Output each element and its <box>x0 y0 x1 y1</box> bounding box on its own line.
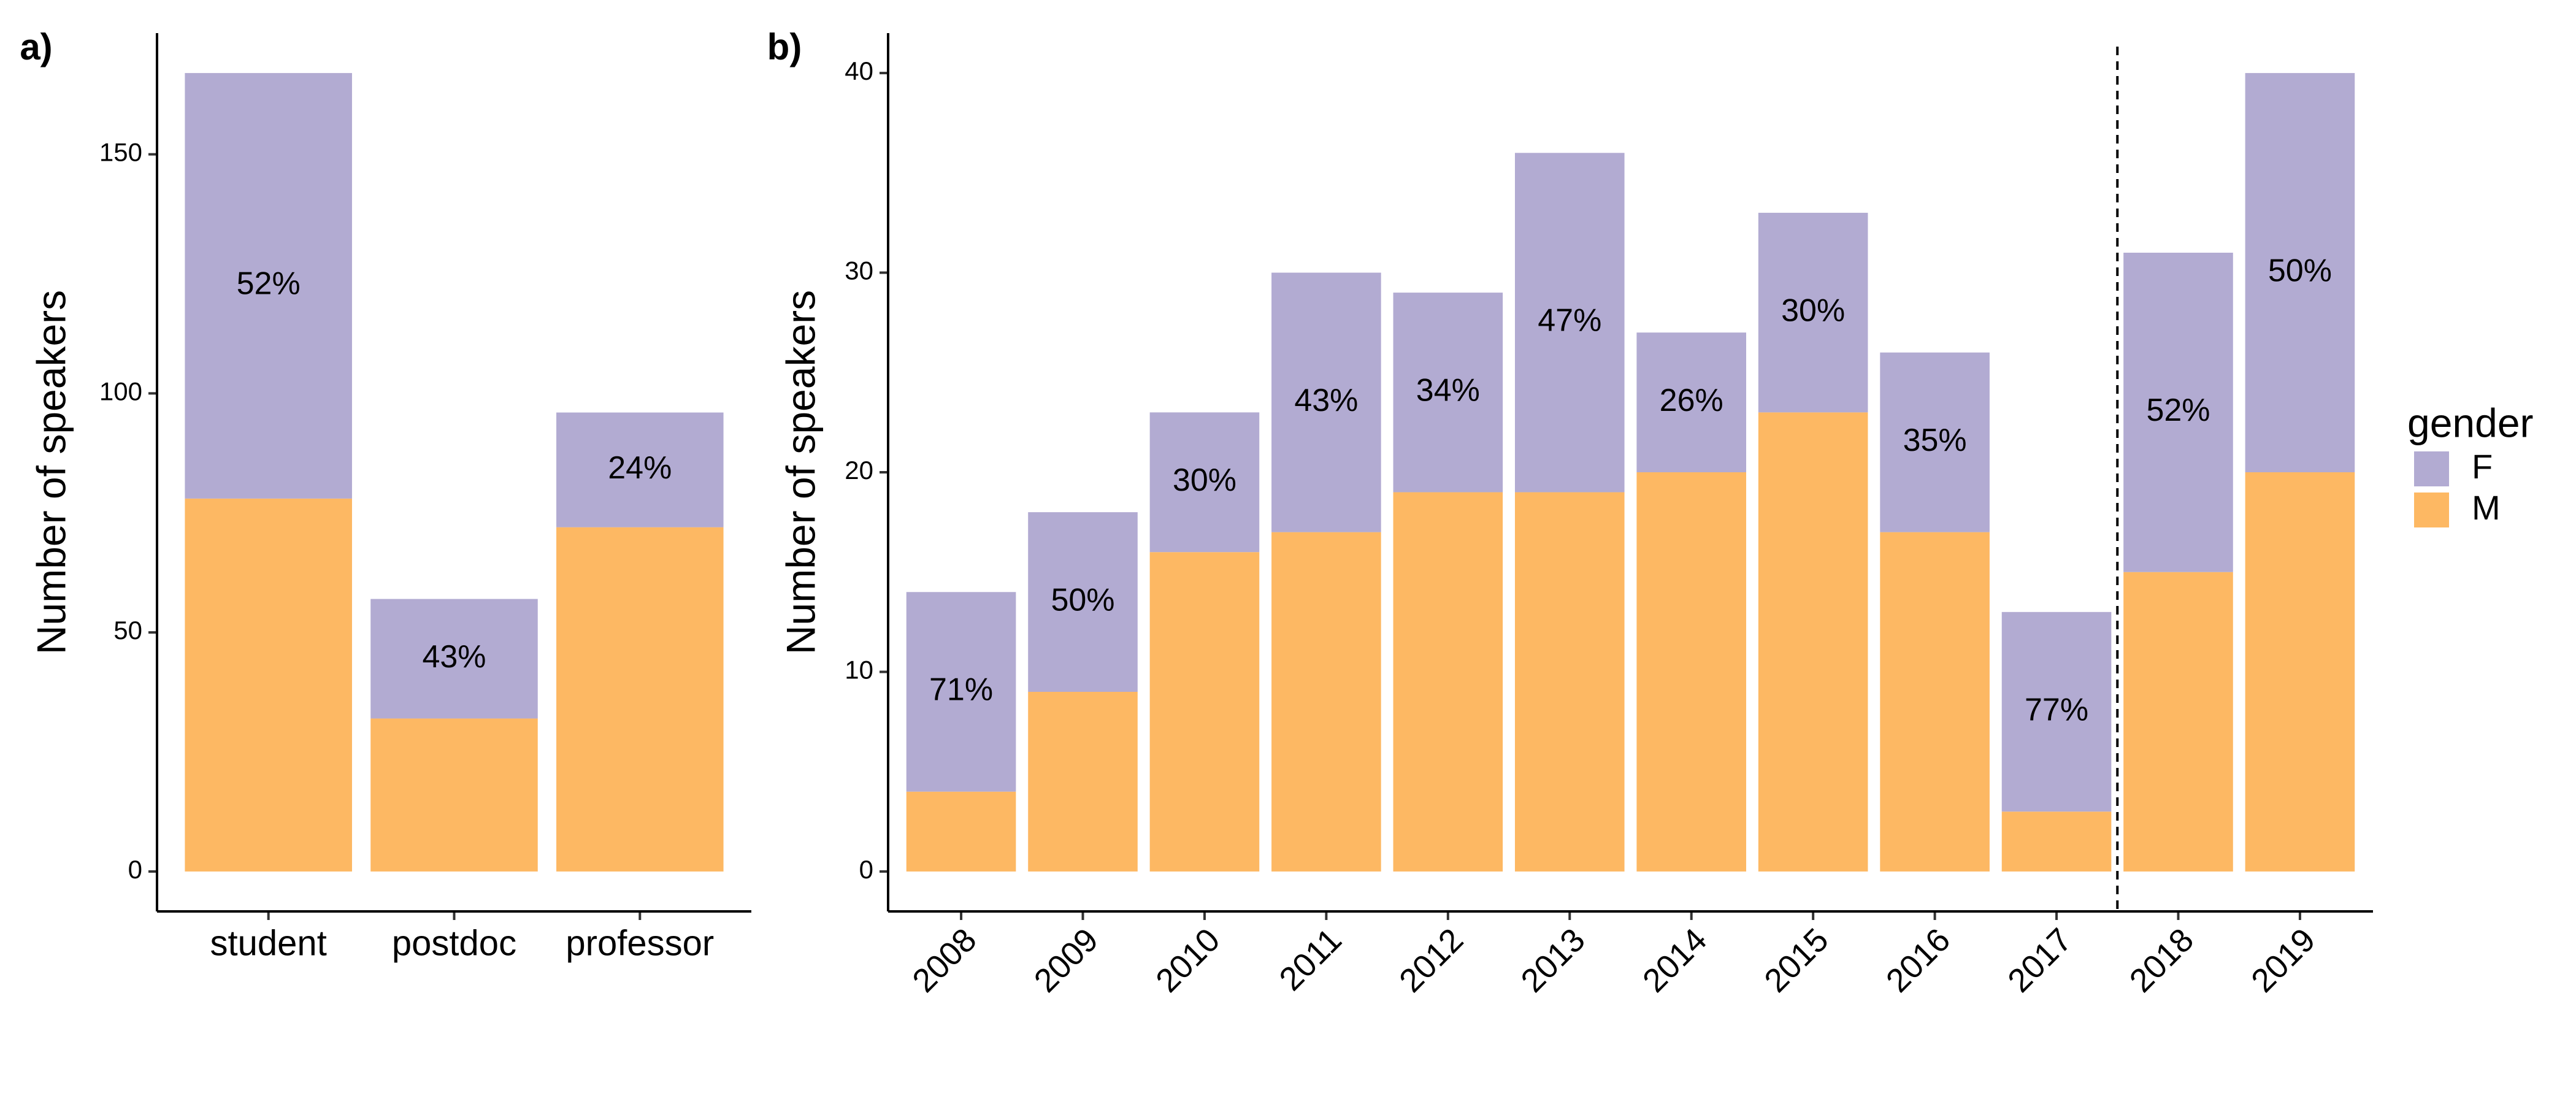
panel-label: b) <box>767 26 802 67</box>
x-tick-label: 2014 <box>1636 921 1714 999</box>
bar-segment <box>1271 272 1381 532</box>
x-tick-label: 2019 <box>2244 921 2322 999</box>
x-tick-label: 2016 <box>1879 921 1957 999</box>
bar-label: 30% <box>1173 462 1236 498</box>
bar-label: 47% <box>1538 303 1601 339</box>
y-tick-label: 100 <box>99 377 142 405</box>
y-tick-label: 30 <box>845 256 873 285</box>
x-tick-label: 2008 <box>905 921 983 999</box>
x-tick-label: 2012 <box>1392 921 1470 999</box>
x-tick-label: 2013 <box>1514 921 1592 999</box>
bar-segment <box>2245 472 2355 872</box>
bar-label: 30% <box>1781 293 1845 328</box>
x-tick-label: 2010 <box>1149 921 1227 999</box>
bar-label: 77% <box>2025 692 2088 727</box>
x-tick-label: 2017 <box>2001 921 2079 999</box>
bar-segment <box>1514 153 1625 493</box>
bar-segment <box>556 527 724 872</box>
bar-segment <box>906 791 1016 872</box>
legend-label: F <box>2472 447 2493 486</box>
y-tick-label: 0 <box>128 855 142 884</box>
bar-segment <box>185 498 352 872</box>
y-tick-label: 50 <box>113 616 142 645</box>
y-tick-label: 10 <box>845 656 873 684</box>
x-tick-label: professor <box>565 923 714 963</box>
bar-segment <box>1758 212 1868 413</box>
bar-label: 35% <box>1903 423 1967 458</box>
bar-label: 50% <box>2268 253 2332 288</box>
y-axis-title: Number of speakers <box>778 290 823 654</box>
bar-segment <box>906 592 1016 792</box>
bar-label: 52% <box>2146 393 2210 428</box>
bar-label: 52% <box>237 266 301 302</box>
legend-label: M <box>2472 488 2501 527</box>
bar-segment <box>1880 352 1990 532</box>
y-tick-label: 40 <box>845 56 873 85</box>
bar-segment <box>370 599 538 719</box>
x-tick-label: 2015 <box>1757 921 1835 999</box>
bar-segment <box>1271 532 1381 872</box>
bar-segment <box>556 412 724 527</box>
x-tick-label: 2009 <box>1027 921 1105 999</box>
x-tick-label: 2011 <box>1272 921 1349 998</box>
x-tick-label: student <box>210 923 327 963</box>
bar-segment <box>2001 811 2112 872</box>
bar-label: 26% <box>1660 383 1723 418</box>
panel-label: a) <box>20 26 52 67</box>
bar-segment <box>2123 572 2233 872</box>
bar-label: 50% <box>1051 582 1114 618</box>
bar-label: 43% <box>422 639 486 675</box>
legend-title: gender <box>2407 400 2534 445</box>
legend-key <box>2414 451 2449 486</box>
bar-segment <box>185 73 352 499</box>
y-tick-label: 0 <box>859 855 873 884</box>
bar-label: 71% <box>929 672 993 708</box>
y-axis-title: Number of speakers <box>28 290 74 654</box>
bar-segment <box>1393 293 1503 493</box>
bar-segment <box>1880 532 1990 872</box>
bar-segment <box>370 718 538 872</box>
bar-segment <box>2001 611 2112 812</box>
x-tick-label: postdoc <box>392 923 516 963</box>
bar-segment <box>1758 412 1868 872</box>
bar-segment <box>1393 492 1503 872</box>
bar-segment <box>1636 472 1747 872</box>
bar-segment <box>1028 512 1138 692</box>
bar-segment <box>1149 552 1260 872</box>
x-tick-label: 2018 <box>2123 921 2201 999</box>
bar-label: 43% <box>1294 383 1358 418</box>
bar-segment <box>2245 73 2355 472</box>
bar-segment <box>1149 412 1260 553</box>
legend-key <box>2414 493 2449 527</box>
y-tick-label: 20 <box>845 456 873 485</box>
bar-segment <box>2123 253 2233 572</box>
y-tick-label: 150 <box>99 138 142 167</box>
bar-segment <box>1514 492 1625 872</box>
bar-segment <box>1028 692 1138 872</box>
bar-label: 34% <box>1416 373 1480 408</box>
bar-segment <box>1636 332 1747 472</box>
bar-label: 24% <box>608 450 672 486</box>
